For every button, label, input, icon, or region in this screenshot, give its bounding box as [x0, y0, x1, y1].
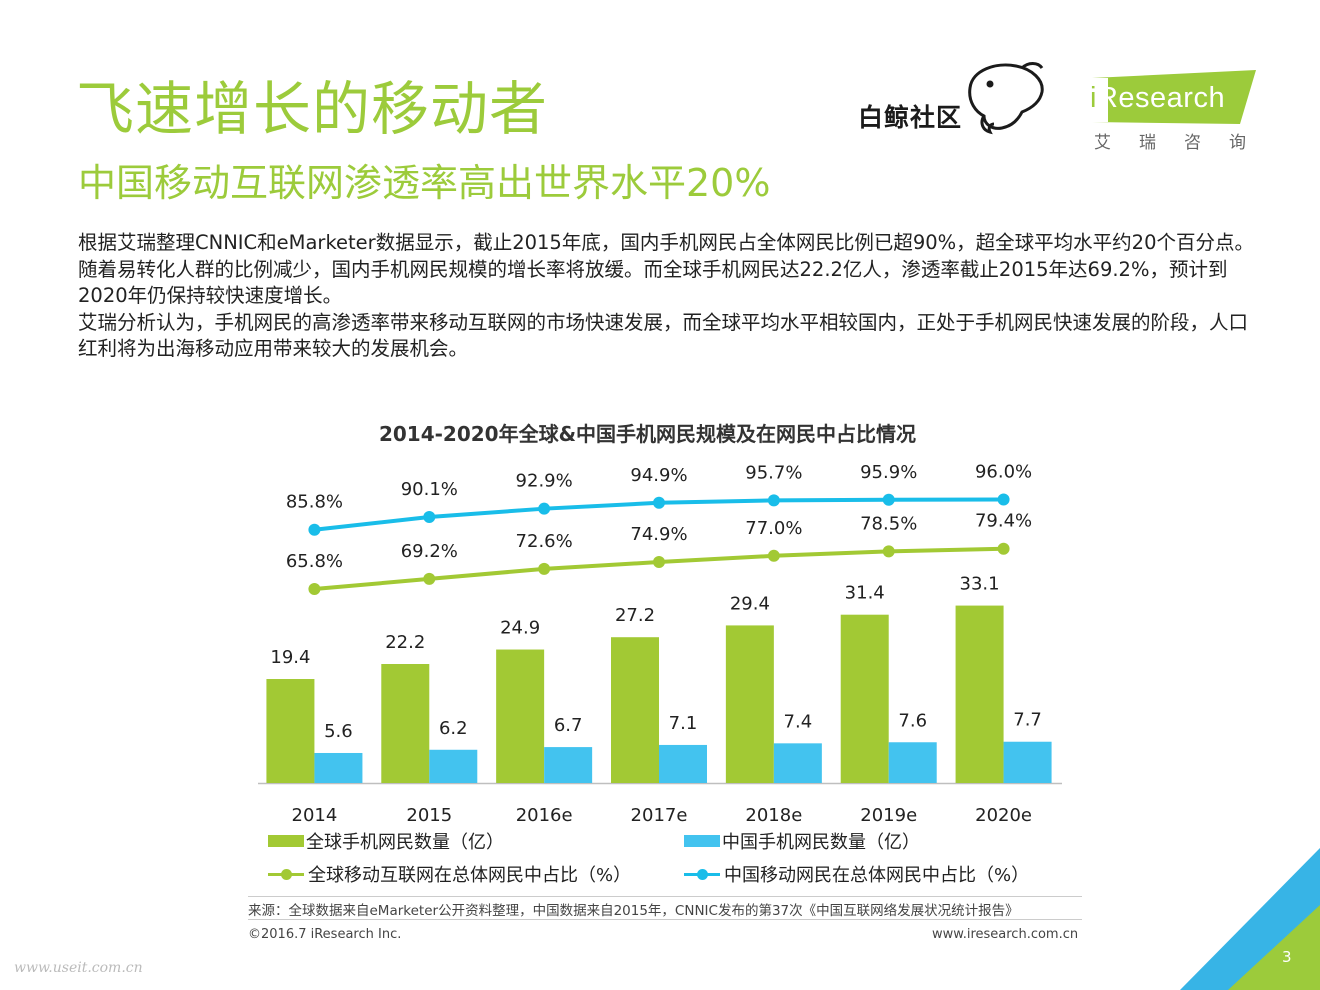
- point-global-2015: [423, 572, 436, 585]
- point-global-2017e: [653, 556, 665, 569]
- x-tick-label-2017e: 2017e: [631, 805, 688, 826]
- bar-label-global-2019e: 31.4: [845, 583, 885, 604]
- bar-china-2018e: [773, 743, 822, 783]
- bar-label-global-2014: 19.4: [270, 647, 310, 668]
- x-tick-label-2014: 2014: [292, 805, 338, 826]
- point-label-global-2014: 65.8%: [286, 551, 343, 572]
- point-china-2018e: [767, 494, 780, 507]
- iresearch-logo: iResearch 艾瑞咨询: [1090, 68, 1260, 158]
- page-title: 飞速增长的移动者: [76, 75, 549, 143]
- legend-item-global-ratio: 全球移动互联网在总体网民中占比（%）: [268, 861, 631, 887]
- point-global-2016e: [538, 562, 551, 575]
- point-label-global-2019e: 78.5%: [860, 513, 917, 534]
- baijing-logo: 白鲸社区: [858, 58, 1048, 142]
- point-label-global-2018e: 77.0%: [745, 518, 802, 539]
- baijing-logo-text: 白鲸社区: [858, 103, 963, 132]
- bar-global-2015: [381, 664, 430, 783]
- point-label-global-2015: 69.2%: [401, 541, 458, 562]
- legend-label-china-ratio: 中国移动网民在总体网民中占比（%）: [724, 865, 1030, 886]
- bar-label-china-2016e: 6.7: [554, 715, 583, 736]
- bar-global-2017e: [611, 637, 659, 783]
- point-label-global-2016e: 72.6%: [516, 531, 573, 552]
- point-label-china-2017e: 94.9%: [630, 465, 687, 486]
- bar-label-china-2020e: 7.7: [1013, 710, 1042, 731]
- bar-global-2018e: [725, 625, 774, 783]
- iresearch-wordmark: iResearch: [1090, 82, 1225, 115]
- legend-label-china-users: 中国手机网民数量（亿）: [722, 832, 920, 853]
- point-label-china-2015: 90.1%: [401, 479, 458, 500]
- point-china-2014: [308, 523, 321, 536]
- bar-label-china-2019e: 7.6: [898, 710, 927, 731]
- iresearch-wordmark-i: i: [1090, 82, 1097, 114]
- watermark: www.useit.com.cn: [14, 960, 143, 976]
- bar-china-2019e: [888, 742, 937, 783]
- point-label-china-2018e: 95.7%: [745, 462, 802, 483]
- legend-label-global-users: 全球手机网民数量（亿）: [306, 832, 504, 853]
- legend-line-green: [268, 868, 304, 880]
- point-china-2016e: [538, 502, 551, 515]
- legend-swatch-green-bar: [268, 835, 304, 847]
- source-divider: [248, 919, 1082, 920]
- bar-china-2016e: [544, 747, 593, 783]
- point-china-2020e: [997, 493, 1010, 506]
- x-tick-label-2016e: 2016e: [516, 805, 573, 826]
- legend-item-global-users: 全球手机网民数量（亿）: [268, 828, 504, 854]
- iresearch-wordmark-rest: Research: [1096, 82, 1226, 114]
- x-tick-label-2019e: 2019e: [860, 805, 917, 826]
- legend-line-blue: [684, 868, 720, 880]
- point-label-china-2020e: 96.0%: [975, 462, 1032, 483]
- bar-label-global-2016e: 24.9: [500, 618, 540, 639]
- point-label-global-2017e: 74.9%: [630, 524, 687, 545]
- x-tick-label-2015: 2015: [406, 805, 452, 826]
- legend-swatch-blue-bar: [684, 835, 720, 847]
- legend-item-china-ratio: 中国移动网民在总体网民中占比（%）: [684, 861, 1029, 887]
- chart-title: 2014-2020年全球&中国手机网民规模及在网民中占比情况: [378, 422, 917, 446]
- point-china-2019e: [882, 493, 895, 506]
- whale-icon: [968, 62, 1044, 135]
- bar-label-china-2018e: 7.4: [784, 711, 813, 732]
- bar-global-2020e: [955, 605, 1004, 783]
- iresearch-chinese-name: 艾瑞咨询: [1094, 133, 1274, 153]
- bar-label-global-2020e: 33.1: [960, 574, 1000, 595]
- source-text: 来源：全球数据来自eMarketer公开资料整理，中国数据来自2015年，CNN…: [248, 903, 1019, 919]
- point-china-2015: [423, 510, 436, 523]
- bar-label-china-2014: 5.6: [324, 721, 353, 742]
- source-note: 来源：全球数据来自eMarketer公开资料整理，中国数据来自2015年，CNN…: [248, 896, 1082, 920]
- point-global-2019e: [882, 545, 895, 558]
- bar-global-2019e: [840, 614, 889, 783]
- body-text: 根据艾瑞整理CNNIC和eMarketer数据显示，截止2015年底，国内手机网…: [78, 230, 1258, 363]
- point-label-china-2019e: 95.9%: [860, 462, 917, 483]
- iresearch-banner-shape: [1092, 70, 1256, 124]
- bar-global-2014: [266, 679, 315, 783]
- body-paragraph-1: 根据艾瑞整理CNNIC和eMarketer数据显示，截止2015年底，国内手机网…: [78, 231, 1254, 307]
- x-tick-label-2018e: 2018e: [745, 805, 802, 826]
- copyright: ©2016.7 iResearch Inc.: [248, 927, 402, 942]
- point-label-china-2016e: 92.9%: [516, 471, 573, 492]
- bar-label-china-2015: 6.2: [439, 718, 468, 739]
- point-china-2017e: [653, 496, 665, 509]
- body-paragraph-2: 艾瑞分析认为，手机网民的高渗透率带来移动互联网的市场快速发展，而全球平均水平相较…: [78, 310, 1249, 361]
- legend-label-global-ratio: 全球移动互联网在总体网民中占比（%）: [308, 865, 632, 886]
- point-global-2018e: [767, 549, 780, 562]
- bar-china-2020e: [1003, 741, 1052, 783]
- x-tick-label-2020e: 2020e: [975, 805, 1032, 826]
- website-url: www.iresearch.com.cn: [932, 927, 1079, 942]
- bar-global-2016e: [496, 649, 545, 783]
- point-global-2014: [308, 583, 321, 595]
- bar-label-global-2017e: 27.2: [615, 605, 655, 626]
- bar-label-global-2015: 22.2: [385, 632, 425, 653]
- bar-label-china-2017e: 7.1: [669, 713, 698, 734]
- page-subtitle: 中国移动互联网渗透率高出世界水平20%: [78, 161, 771, 205]
- page-number: 3: [1282, 948, 1292, 966]
- point-label-china-2014: 85.8%: [286, 492, 343, 513]
- bar-china-2014: [314, 752, 363, 783]
- bar-china-2015: [429, 749, 478, 783]
- point-label-global-2020e: 79.4%: [975, 511, 1032, 532]
- bar-label-global-2018e: 29.4: [730, 593, 770, 614]
- bar-china-2017e: [659, 744, 707, 783]
- point-global-2020e: [997, 542, 1010, 555]
- legend-item-china-users: 中国手机网民数量（亿）: [684, 828, 920, 854]
